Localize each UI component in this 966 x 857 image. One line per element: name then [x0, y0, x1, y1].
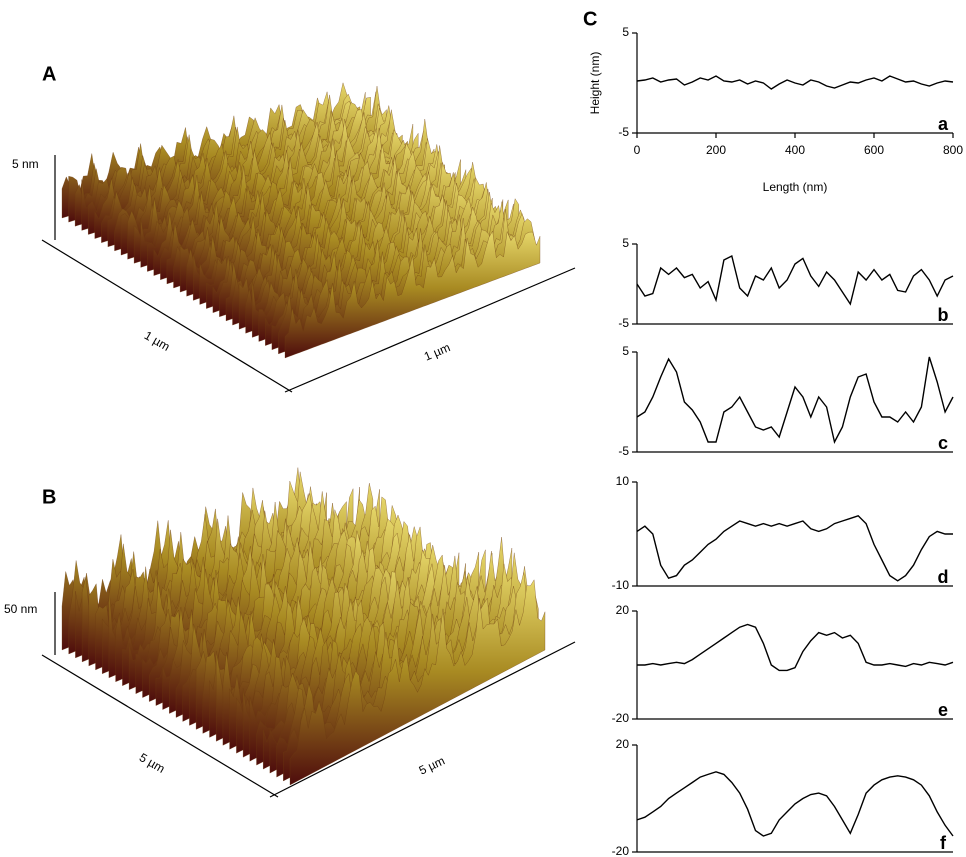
- x-label: 5 µm: [137, 750, 167, 776]
- x-label: 1 µm: [142, 328, 172, 354]
- profile-label: d: [938, 567, 949, 587]
- profile-label: a: [938, 114, 949, 134]
- x-axis: [41, 654, 279, 798]
- profile-label: f: [940, 833, 947, 853]
- y-tick-label: -20: [612, 711, 630, 725]
- x-tick-label: 800: [943, 143, 963, 157]
- panel-label: A: [42, 63, 56, 85]
- x-tick-label: 600: [864, 143, 884, 157]
- surface-a: [61, 82, 541, 359]
- y-tick-label: -5: [618, 316, 629, 330]
- profile-label: e: [938, 700, 948, 720]
- y-tick-label: 5: [622, 25, 629, 39]
- y-tick-label: -5: [618, 444, 629, 458]
- x-axis-label: Length (nm): [763, 180, 828, 194]
- y-tick-label: 20: [616, 737, 630, 751]
- profile-line: [636, 254, 954, 306]
- y-label: 5 µm: [417, 754, 447, 778]
- y-label: 1 µm: [422, 340, 452, 363]
- x-axis: [41, 239, 293, 393]
- z-label: 5 nm: [12, 157, 39, 171]
- surface-strip: [289, 579, 546, 786]
- x-tick-label: 0: [634, 143, 641, 157]
- profile-line: [636, 75, 954, 90]
- profile-line: [636, 515, 953, 582]
- panel-label: B: [42, 486, 56, 508]
- y-tick-label: 5: [622, 344, 629, 358]
- y-tick-label: -20: [612, 844, 630, 857]
- y-axis: [269, 641, 576, 798]
- y-tick-label: 5: [622, 236, 629, 250]
- profile-label: c: [938, 433, 948, 453]
- profile-line: [637, 623, 954, 672]
- profile-line: [636, 771, 954, 837]
- panel-label: C: [583, 8, 597, 30]
- profile-label: b: [938, 305, 949, 325]
- surface-strip: [284, 230, 541, 359]
- surface-b: [61, 467, 546, 786]
- y-tick-label: 20: [616, 603, 630, 617]
- y-tick-label: 10: [616, 474, 630, 488]
- z-label: 50 nm: [4, 602, 37, 616]
- y-tick-label: -10: [612, 578, 630, 592]
- x-tick-label: 200: [706, 143, 726, 157]
- y-axis: [284, 267, 576, 393]
- x-tick-label: 400: [785, 143, 805, 157]
- profile-line: [636, 356, 954, 445]
- y-tick-label: -5: [618, 125, 629, 139]
- y-axis-label: Height (nm): [588, 52, 602, 115]
